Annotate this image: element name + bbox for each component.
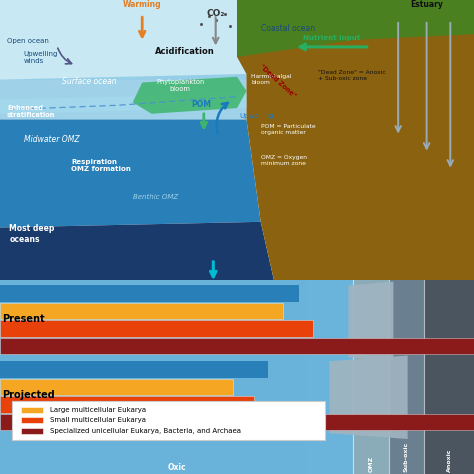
Text: Upwelling: Upwelling: [239, 113, 274, 119]
Bar: [306, 280, 318, 474]
Text: Benthic OMZ: Benthic OMZ: [133, 194, 178, 200]
Bar: [0, 280, 353, 474]
Polygon shape: [329, 356, 408, 439]
Text: Harmful algal
bloom: Harmful algal bloom: [251, 74, 292, 85]
Text: Enhanced
stratification: Enhanced stratification: [7, 105, 55, 118]
Bar: [12, 280, 24, 474]
Text: "Dead Zone" = Anoxic
+ Sub-oxic zone: "Dead Zone" = Anoxic + Sub-oxic zone: [318, 70, 385, 81]
Bar: [153, 280, 165, 474]
Text: POM: POM: [191, 100, 211, 109]
Polygon shape: [0, 74, 246, 119]
FancyBboxPatch shape: [12, 401, 325, 440]
Text: Small multicellular Eukarya: Small multicellular Eukarya: [50, 417, 146, 423]
Bar: [247, 280, 259, 474]
Text: Specialized unicellular Eukarya, Bacteria, and Archaea: Specialized unicellular Eukarya, Bacteri…: [50, 428, 241, 434]
Polygon shape: [237, 0, 474, 57]
Text: "Dead Zone": "Dead Zone": [258, 64, 297, 99]
Text: Large multicellular Eukarya: Large multicellular Eukarya: [50, 407, 146, 413]
Bar: [47, 280, 59, 474]
Bar: [236, 280, 247, 474]
Bar: [59, 280, 71, 474]
Text: Acidification: Acidification: [155, 47, 215, 56]
Bar: [141, 280, 153, 474]
Polygon shape: [0, 0, 474, 80]
Bar: [106, 280, 118, 474]
Text: Coastal ocean: Coastal ocean: [261, 24, 315, 33]
Bar: [353, 280, 389, 474]
Text: CO₂: CO₂: [207, 9, 225, 18]
Text: Phytoplankton
bloom: Phytoplankton bloom: [156, 79, 204, 92]
Bar: [176, 280, 188, 474]
Bar: [71, 280, 82, 474]
Text: Open ocean: Open ocean: [7, 37, 49, 44]
Text: Surface ocean: Surface ocean: [62, 77, 116, 86]
Text: OMZ = Oxygen
minimum zone: OMZ = Oxygen minimum zone: [261, 155, 307, 166]
Text: Most deep
oceans: Most deep oceans: [9, 224, 55, 244]
Bar: [294, 280, 306, 474]
Bar: [35, 280, 47, 474]
Bar: [0, 379, 233, 395]
Bar: [259, 280, 271, 474]
Polygon shape: [348, 282, 393, 361]
Bar: [0, 414, 474, 430]
Bar: [0, 280, 12, 474]
Bar: [424, 280, 474, 474]
Bar: [82, 280, 94, 474]
Bar: [0, 396, 254, 413]
Text: Warming: Warming: [123, 0, 162, 9]
Bar: [283, 280, 294, 474]
Bar: [0, 285, 299, 302]
Bar: [165, 280, 176, 474]
Text: Sub-oxic: Sub-oxic: [404, 442, 409, 472]
Bar: [118, 280, 129, 474]
Text: Respiration
OMZ formation: Respiration OMZ formation: [71, 159, 131, 172]
Bar: [341, 280, 353, 474]
Bar: [318, 280, 329, 474]
Polygon shape: [0, 222, 275, 284]
Bar: [21, 417, 43, 423]
Bar: [0, 303, 283, 319]
Text: Projected: Projected: [2, 390, 55, 400]
Text: Oxic: Oxic: [167, 463, 186, 472]
Polygon shape: [0, 119, 261, 228]
Bar: [129, 280, 141, 474]
Bar: [224, 280, 236, 474]
Bar: [212, 280, 224, 474]
Bar: [329, 280, 341, 474]
Text: Anoxic: Anoxic: [447, 448, 452, 472]
Polygon shape: [237, 0, 474, 284]
Text: Upwelling
winds: Upwelling winds: [24, 51, 58, 64]
Text: POM = Particulate
organic matter: POM = Particulate organic matter: [261, 124, 315, 135]
Bar: [24, 280, 35, 474]
Text: Midwater OMZ: Midwater OMZ: [24, 135, 79, 144]
Bar: [271, 280, 283, 474]
Bar: [0, 361, 268, 378]
Polygon shape: [133, 77, 246, 114]
Polygon shape: [0, 94, 246, 114]
Bar: [389, 280, 424, 474]
Bar: [21, 407, 43, 413]
Text: Present: Present: [2, 315, 45, 325]
Text: Nutrient input: Nutrient input: [303, 35, 360, 41]
Bar: [0, 320, 313, 337]
Text: Estuary: Estuary: [410, 0, 443, 9]
Bar: [200, 280, 212, 474]
Bar: [188, 280, 200, 474]
Text: OMZ: OMZ: [368, 456, 374, 472]
Bar: [94, 280, 106, 474]
Bar: [0, 338, 474, 355]
Bar: [21, 428, 43, 434]
